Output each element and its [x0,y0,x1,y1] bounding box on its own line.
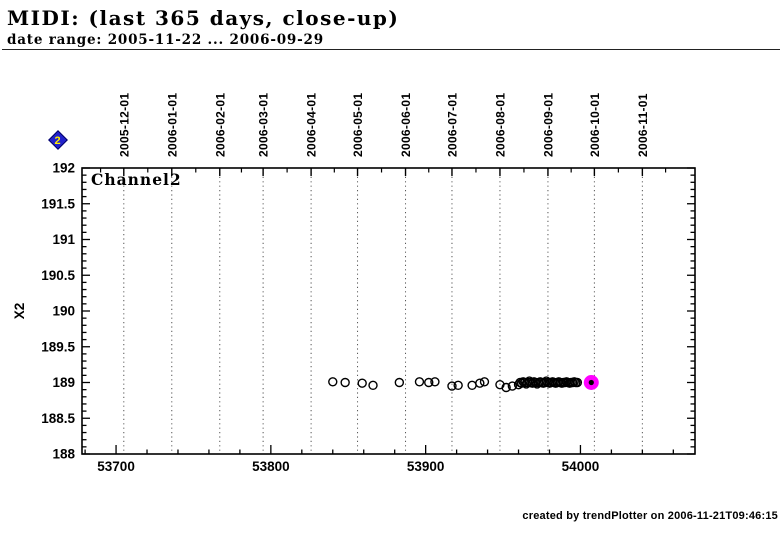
date-label: 2006-11-01 [636,93,650,157]
data-point [507,381,518,391]
y-tick-label: 188 [52,447,75,462]
page-title: MIDI: (last 365 days, close-up) [7,6,400,30]
data-point [424,377,434,388]
date-label: 2006-05-01 [351,93,365,157]
date-label: 2006-08-01 [493,93,507,157]
channel-number-label: 2 [54,134,61,147]
date-label: 2006-09-01 [541,93,555,157]
data-point [467,380,477,391]
data-point [357,378,367,388]
y-tick-label: 189 [52,375,75,390]
data-point [340,377,350,388]
date-label: 2005-12-01 [117,93,131,157]
x-tick-label: 53900 [407,459,445,474]
x-tick-label: 53800 [252,459,290,474]
channel-marker: 2 [48,130,68,150]
y-tick-label: 191 [52,232,75,247]
data-point [447,381,457,391]
latest-point-center-dot [588,379,594,386]
data-point [453,380,463,391]
date-label: 2006-03-01 [257,93,271,157]
data-point [430,377,440,387]
y-tick-label: 191.5 [41,196,75,211]
date-label: 2006-06-01 [399,93,413,157]
data-point [572,377,583,388]
channel-label: Channel2 [91,170,182,189]
y-axis-title: X2 [12,303,27,320]
x-tick-label: 54000 [562,459,600,474]
date-label: 2006-10-01 [588,93,602,157]
y-tick-label: 188.5 [41,411,75,426]
data-point [394,377,405,388]
credit-line: created by trendPlotter on 2006-11-21T09… [522,510,778,522]
data-point [328,377,338,387]
plot-frame [81,167,696,455]
date-label: 2006-02-01 [213,93,227,157]
data-point [479,377,490,387]
date-label: 2006-07-01 [445,93,459,157]
y-tick-label: 190 [52,304,75,319]
date-range-subtitle: date range: 2005-11-22 ... 2006-09-29 [7,32,324,48]
y-tick-label: 192 [52,161,75,176]
y-tick-label: 189.5 [41,339,75,354]
header-divider [2,49,780,50]
date-label: 2006-01-01 [165,93,179,157]
y-tick-label: 190.5 [41,268,75,283]
x-tick-label: 53700 [97,459,135,474]
data-point [501,382,511,393]
date-label: 2006-04-01 [305,93,319,157]
data-point [475,378,485,388]
data-point [414,377,425,387]
data-point [368,380,378,391]
